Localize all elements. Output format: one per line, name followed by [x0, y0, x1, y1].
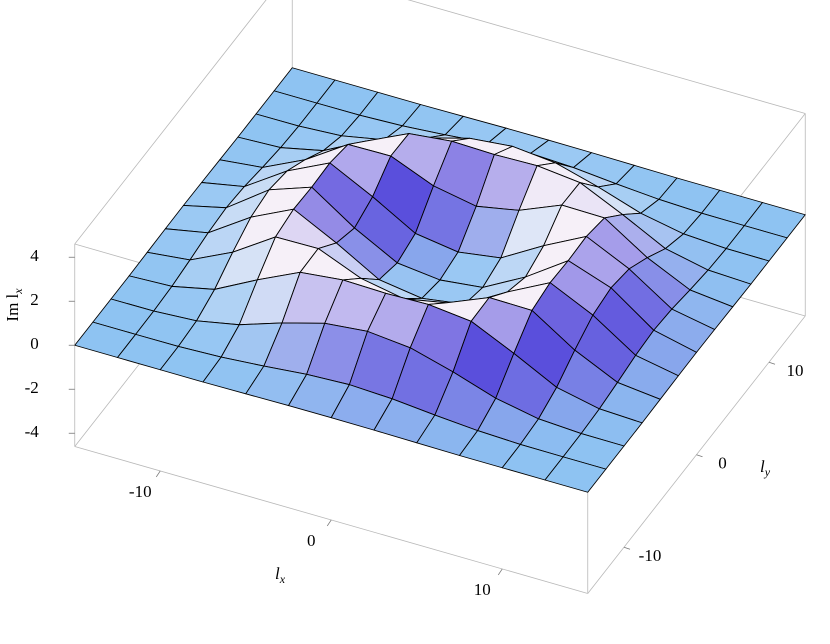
x-axis-label: lx [275, 564, 286, 586]
z-tick-label: -2 [25, 378, 39, 397]
x-tick [497, 568, 503, 576]
y-tick-label: -10 [639, 546, 662, 565]
z-axis-label: Im lx [3, 288, 25, 322]
z-tick-label: 2 [30, 290, 39, 309]
z-tick-label: 4 [30, 246, 39, 265]
y-label-sub: y [764, 465, 771, 479]
x-label-main: l [275, 564, 280, 583]
y-tick-label: 0 [718, 454, 727, 473]
z-label-main: Im l [3, 293, 22, 321]
box-edge [407, 0, 806, 114]
z-tick-label: 0 [30, 334, 39, 353]
x-tick-label: 0 [307, 531, 316, 550]
x-label-sub: x [279, 572, 286, 586]
x-tick [155, 470, 161, 478]
z-tick-label: -4 [25, 422, 40, 441]
y-label-main: l [760, 457, 765, 476]
surface-patch [544, 456, 607, 493]
x-tick-label: 10 [474, 580, 491, 599]
box-edge [74, 0, 267, 245]
y-tick [768, 361, 776, 365]
z-label-sub: x [11, 288, 25, 295]
y-tick [696, 454, 703, 458]
surface [74, 67, 806, 493]
y-tick [623, 546, 631, 550]
x-tick-label: -10 [129, 482, 152, 501]
y-tick-label: 10 [787, 361, 804, 380]
y-axis-label: ly [760, 457, 771, 479]
x-tick [326, 519, 332, 527]
axes: -10 0 10 -10 0 10 -4 -2 0 2 4 [25, 246, 804, 599]
